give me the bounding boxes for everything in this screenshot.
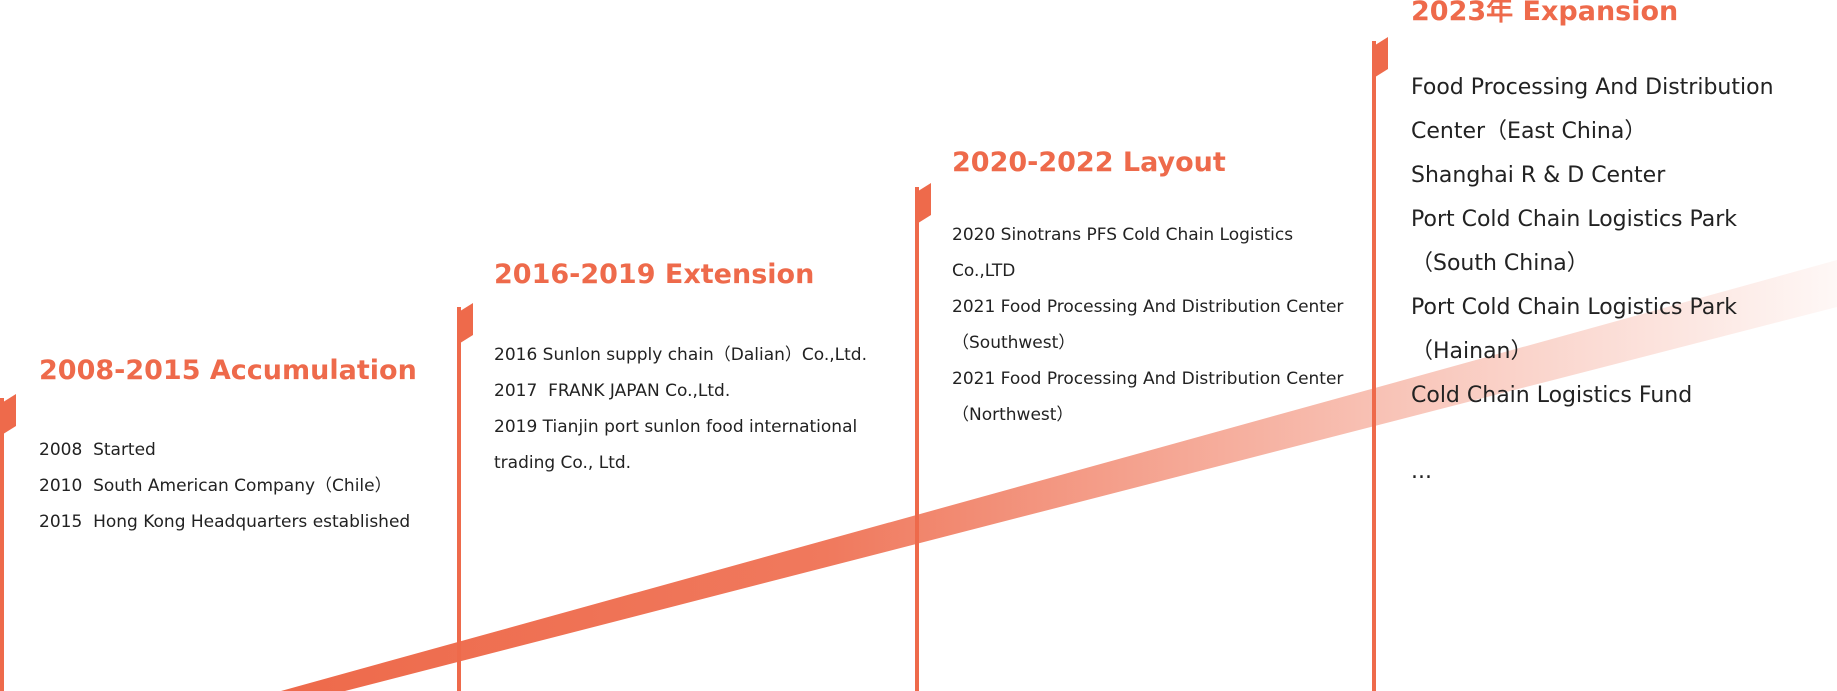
section-title: 2016-2019 Extension <box>494 259 815 290</box>
section-item: 2021 Food Processing And Distribution Ce… <box>952 297 1344 353</box>
timeline-section: 2008-2015 Accumulation 2008 Started 2010 S… <box>39 353 439 540</box>
timeline-section: 2023年 Expansion Food Processing And Distr… <box>1411 0 1781 494</box>
section-item: Cold Chain Logistics Fund <box>1411 383 1693 408</box>
section-item: 2008 Started <box>39 440 156 460</box>
flag <box>0 394 16 436</box>
section-item: 2015 Hong Kong Headquarters established <box>39 512 411 532</box>
section-item: 2020 Sinotrans PFS Cold Chain Logistics … <box>952 225 1299 281</box>
post <box>1372 41 1376 691</box>
post <box>457 307 461 691</box>
section-item: 2021 Food Processing And Distribution Ce… <box>952 369 1344 425</box>
section-item: Shanghai R & D Center <box>1411 163 1666 188</box>
flag <box>1372 37 1388 79</box>
post <box>915 187 919 691</box>
post <box>0 398 4 691</box>
timeline-posts <box>0 37 1388 691</box>
flag <box>915 183 931 225</box>
section-title: 2023年 Expansion <box>1411 0 1679 27</box>
section-items: 2008 Started 2010 South American Company（… <box>39 432 439 540</box>
section-item: 2010 South American Company（Chile） <box>39 476 392 496</box>
timeline-section: 2020-2022 Layout 2020 Sinotrans PFS Cold … <box>952 145 1352 433</box>
section-item: 2016 Sunlon supply chain（Dalian）Co.,Ltd. <box>494 345 868 365</box>
section-item: Port Cold Chain Logistics Park（South Chi… <box>1411 207 1738 276</box>
section-item: Port Cold Chain Logistics Park（Hainan） <box>1411 295 1738 364</box>
section-items: Food Processing And Distribution Center（… <box>1411 66 1781 494</box>
section-items: 2016 Sunlon supply chain（Dalian）Co.,Ltd.… <box>494 337 874 481</box>
section-item: ... <box>1411 459 1432 484</box>
growth-band <box>281 260 1837 691</box>
section-item: Food Processing And Distribution Center（… <box>1411 75 1781 144</box>
section-title: 2008-2015 Accumulation <box>39 355 417 386</box>
section-item: 2019 Tianjin port sunlon food internatio… <box>494 417 863 473</box>
flag <box>457 303 473 345</box>
section-item: 2017 FRANK JAPAN Co.,Ltd. <box>494 381 731 401</box>
section-items: 2020 Sinotrans PFS Cold Chain Logistics … <box>952 217 1352 433</box>
timeline-section: 2016-2019 Extension 2016 Sunlon supply ch… <box>494 257 874 481</box>
section-title: 2020-2022 Layout <box>952 147 1226 178</box>
